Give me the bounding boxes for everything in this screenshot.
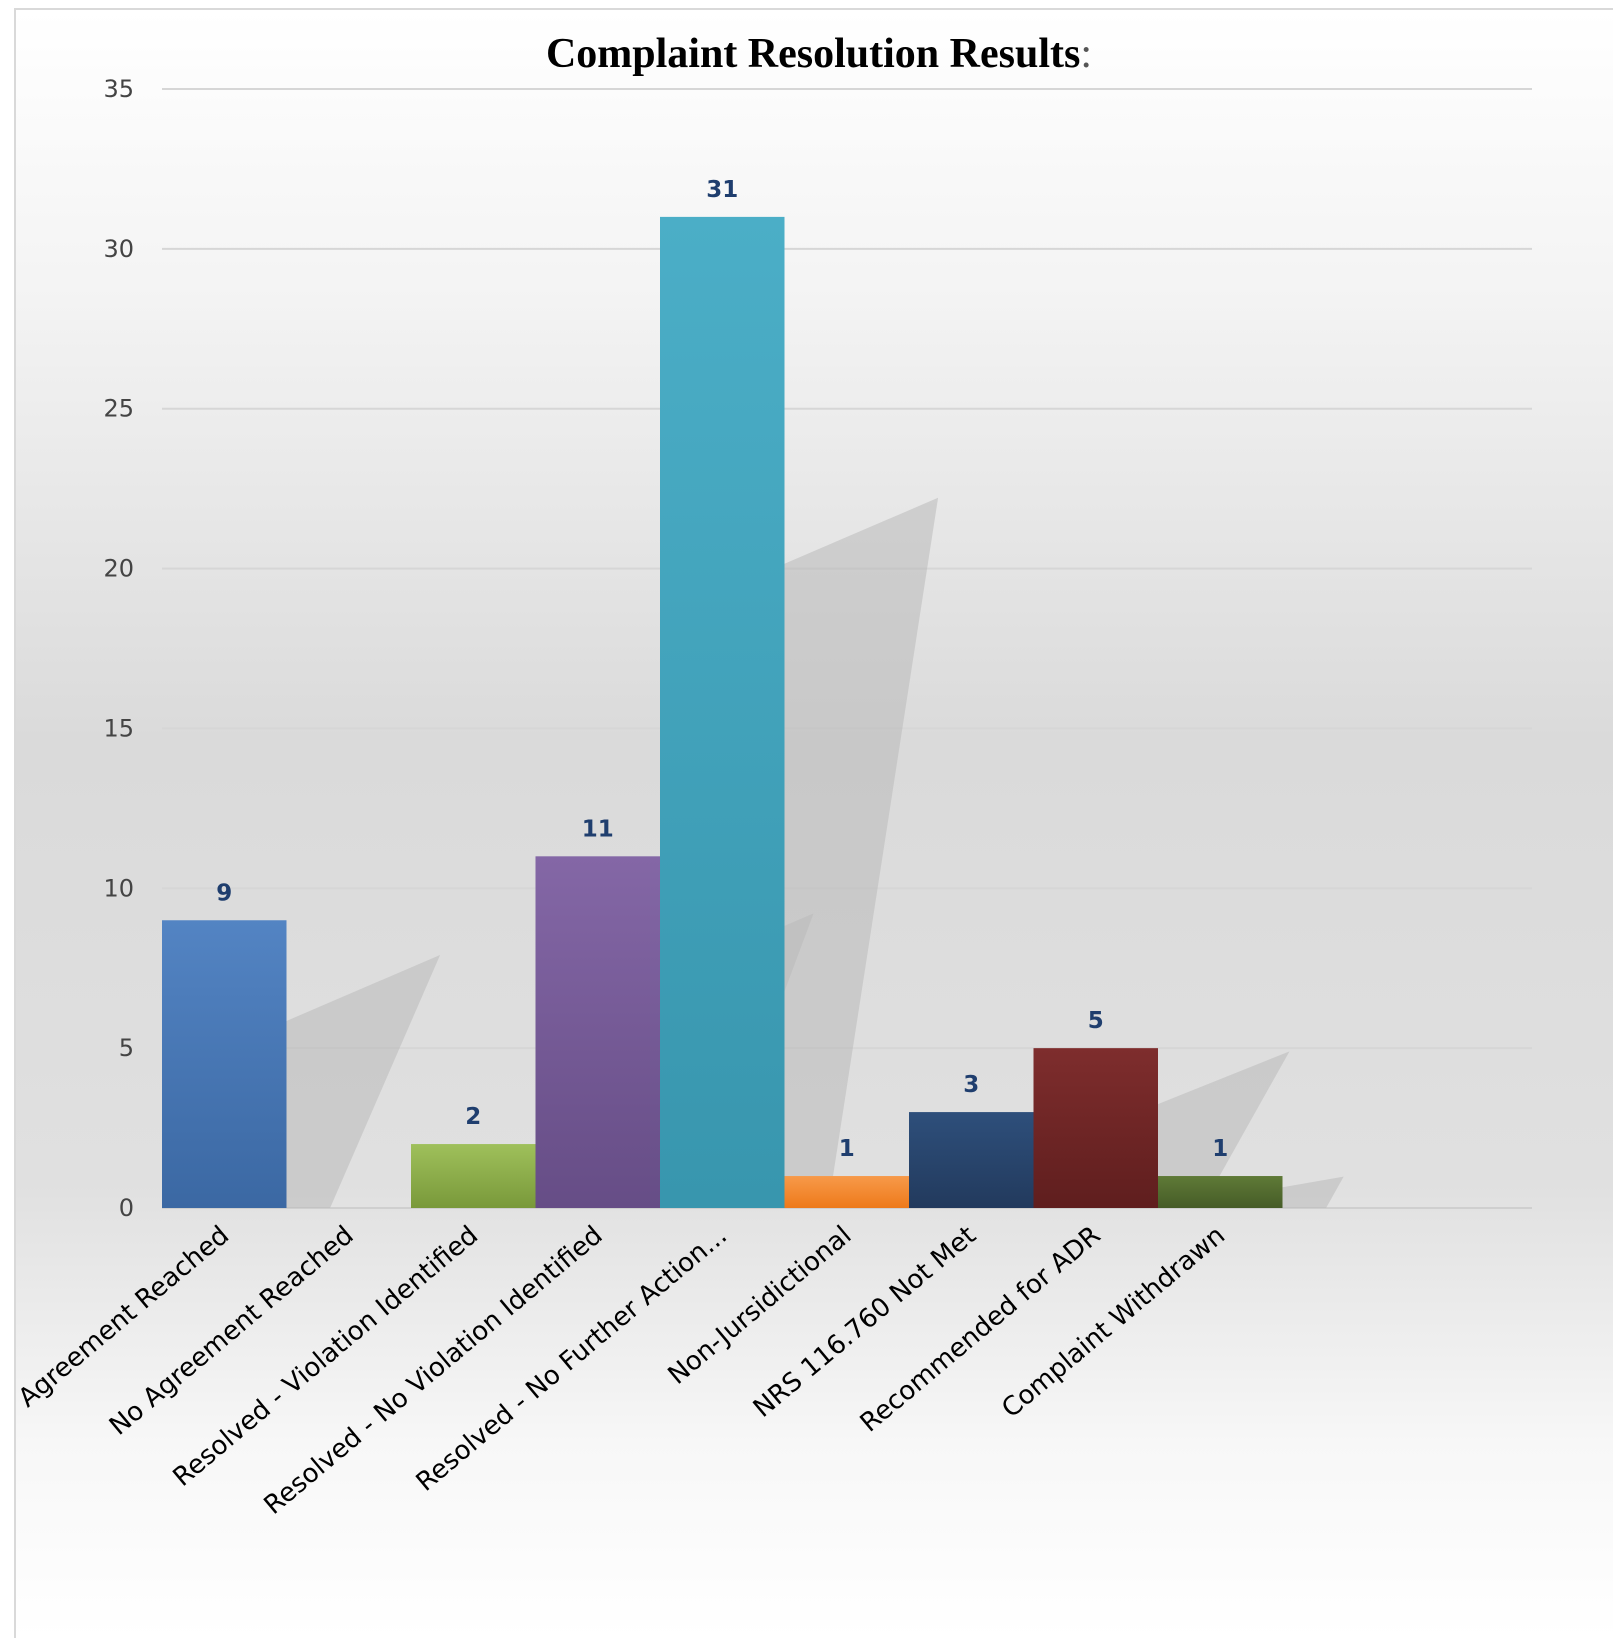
- data-label: 5: [1088, 1008, 1104, 1034]
- bar-shadow: [784, 497, 939, 1208]
- bars: [162, 216, 1283, 1208]
- y-tick-label: 0: [119, 1194, 134, 1222]
- data-label: 1: [839, 1136, 855, 1162]
- y-tick-label: 25: [103, 395, 134, 423]
- bar: [411, 1144, 536, 1208]
- x-category-label: No Agreement Reached: [104, 1220, 360, 1441]
- bar-shadow: [1282, 1176, 1344, 1208]
- bar-shadow: [286, 954, 441, 1208]
- y-tick-label: 35: [103, 75, 134, 103]
- bar: [909, 1112, 1034, 1208]
- y-tick-label: 30: [103, 235, 134, 263]
- y-tick-label: 15: [103, 714, 134, 742]
- chart-title: Complaint Resolution Results:: [546, 31, 1092, 77]
- y-tick-label: 20: [103, 555, 134, 583]
- bar: [1033, 1048, 1158, 1208]
- bar: [1158, 1176, 1283, 1208]
- x-category-label: NRS 116.760 Not Met: [748, 1220, 982, 1423]
- x-category-label: Recommended for ADR: [855, 1220, 1107, 1438]
- y-tick-label: 5: [119, 1034, 134, 1062]
- data-label: 9: [216, 880, 232, 906]
- bar-shadows: [286, 497, 1344, 1208]
- x-category-label: Complaint Withdrawn: [996, 1220, 1231, 1424]
- data-labels: 9 2 11 31 1 3 5 1: [216, 177, 1228, 1162]
- data-label: 3: [963, 1072, 979, 1098]
- bar: [162, 920, 287, 1208]
- bar-chart: Complaint Resolution Results: 0510152025…: [16, 31, 1532, 1521]
- data-label: 31: [706, 177, 738, 203]
- y-tick-label: 10: [103, 874, 134, 902]
- y-axis-ticks: 0 5 10 15 20 25 30 35: [103, 75, 134, 1222]
- data-label: 11: [582, 816, 614, 842]
- data-label: 2: [465, 1104, 481, 1130]
- bar: [535, 856, 660, 1208]
- data-label: 1: [1212, 1136, 1228, 1162]
- bar: [660, 216, 785, 1208]
- bar-shadow: [1158, 1051, 1290, 1208]
- chart-frame: Complaint Resolution Results: 0 5 10 15 20 25…: [14, 8, 1613, 1638]
- chart-title-suffix: :: [1080, 31, 1092, 77]
- bar: [784, 1176, 909, 1208]
- x-category-label: Agreement Reached: [16, 1220, 235, 1413]
